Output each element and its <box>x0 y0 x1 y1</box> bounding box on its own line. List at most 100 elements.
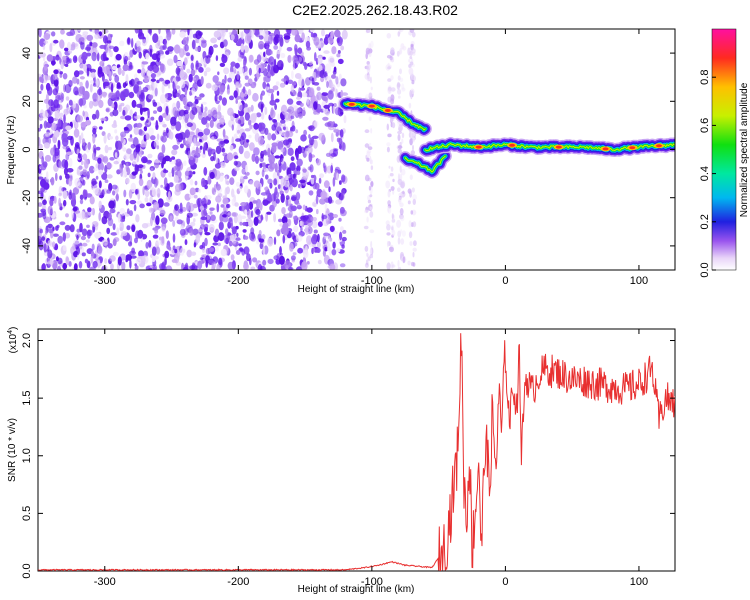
noise-cell <box>408 131 412 138</box>
noise-cell <box>292 215 298 220</box>
noise-cell <box>266 211 272 215</box>
noise-cell <box>106 227 111 235</box>
noise-cell <box>339 180 342 185</box>
noise-cell <box>73 70 80 78</box>
noise-cell <box>273 213 276 223</box>
noise-cell <box>197 198 201 208</box>
noise-cell <box>389 246 394 253</box>
noise-cell <box>151 255 156 262</box>
noise-cell <box>162 123 167 128</box>
noise-cell <box>169 215 173 222</box>
noise-cell <box>167 96 172 101</box>
noise-cell <box>332 241 336 249</box>
noise-cell <box>260 214 264 221</box>
noise-cell <box>86 34 94 42</box>
noise-cell <box>179 247 185 256</box>
noise-cell <box>321 215 328 220</box>
noise-cell <box>313 247 316 253</box>
noise-cell <box>115 140 123 151</box>
noise-cell <box>258 35 264 40</box>
noise-cell <box>95 146 101 151</box>
noise-cell <box>243 103 248 108</box>
noise-cell <box>308 87 315 97</box>
noise-cell <box>203 128 211 136</box>
noise-cell <box>190 221 196 227</box>
noise-cell <box>364 262 369 268</box>
noise-cell <box>190 251 197 256</box>
noise-cell <box>217 29 224 37</box>
noise-cell <box>369 211 374 218</box>
noise-cell <box>292 252 297 256</box>
noise-cell <box>175 133 182 143</box>
noise-cell <box>217 242 221 247</box>
noise-cell <box>134 237 138 244</box>
noise-cell <box>160 184 164 188</box>
noise-cell <box>313 229 318 234</box>
noise-cell <box>390 87 396 92</box>
noise-cell <box>64 159 69 170</box>
noise-cell <box>207 148 212 157</box>
noise-cell <box>68 157 73 168</box>
noise-cell <box>152 33 159 44</box>
noise-cell <box>258 40 265 50</box>
noise-cell <box>235 237 241 241</box>
noise-cell <box>216 183 221 191</box>
noise-cell <box>267 132 272 141</box>
noise-cell <box>231 234 238 244</box>
noise-cell <box>176 219 183 225</box>
noise-cell <box>262 246 266 256</box>
noise-cell <box>248 201 254 210</box>
noise-cell <box>104 165 108 174</box>
noise-cell <box>175 74 181 82</box>
noise-cell <box>80 121 87 128</box>
noise-cell <box>219 124 224 128</box>
noise-cell <box>277 184 281 190</box>
noise-cell <box>126 225 131 231</box>
noise-cell <box>397 178 403 185</box>
noise-cell <box>291 125 296 132</box>
noise-cell <box>146 119 149 123</box>
noise-cell <box>289 162 296 171</box>
noise-cell <box>102 51 107 62</box>
noise-cell <box>69 224 75 233</box>
noise-cell <box>150 186 155 191</box>
noise-cell <box>179 143 184 149</box>
noise-cell <box>113 160 119 165</box>
noise-cell <box>45 110 48 118</box>
noise-cell <box>366 150 372 154</box>
noise-cell <box>274 155 281 159</box>
noise-cell <box>189 187 196 196</box>
noise-cell <box>199 224 206 230</box>
noise-cell <box>145 52 150 60</box>
noise-cell <box>325 110 330 116</box>
noise-cell <box>164 250 170 259</box>
noise-cell <box>80 160 84 165</box>
noise-cell <box>325 152 332 157</box>
noise-cell <box>315 247 321 253</box>
noise-cell <box>136 153 140 163</box>
noise-cell <box>278 163 282 173</box>
noise-cell <box>285 130 290 138</box>
noise-cell <box>306 181 313 186</box>
noise-cell <box>121 231 128 237</box>
noise-cell <box>336 248 341 253</box>
noise-cell <box>43 182 50 190</box>
noise-cell <box>119 207 126 217</box>
noise-cell <box>106 189 112 194</box>
noise-cell <box>103 81 110 87</box>
noise-cell <box>124 55 129 62</box>
noise-cell <box>107 212 112 221</box>
noise-cell <box>240 43 245 53</box>
noise-cell <box>335 191 341 198</box>
noise-cell <box>56 265 62 270</box>
noise-cell <box>279 37 284 47</box>
noise-cell <box>194 99 199 105</box>
noise-cell <box>150 78 156 82</box>
noise-cell <box>158 115 163 123</box>
noise-cell <box>212 75 219 83</box>
noise-cell <box>211 84 218 92</box>
noise-cell <box>243 150 251 159</box>
noise-cell <box>194 180 198 186</box>
peak-marker-core <box>555 145 562 149</box>
noise-cell <box>111 94 118 100</box>
